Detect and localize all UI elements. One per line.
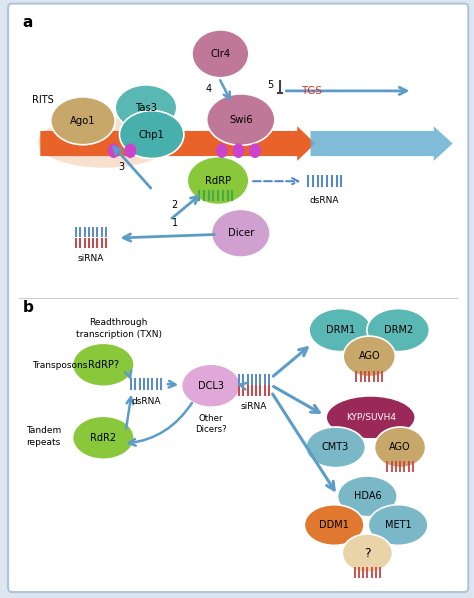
- Text: Tas3: Tas3: [135, 103, 157, 112]
- Circle shape: [217, 144, 227, 157]
- Ellipse shape: [367, 309, 429, 352]
- Ellipse shape: [207, 94, 275, 145]
- Text: Readthrough
transcription (TXN): Readthrough transcription (TXN): [75, 318, 162, 339]
- Text: Transposons: Transposons: [32, 361, 88, 371]
- Text: Tandem
repeats: Tandem repeats: [26, 426, 61, 447]
- FancyBboxPatch shape: [8, 4, 468, 592]
- Text: Clr4: Clr4: [210, 49, 230, 59]
- Circle shape: [233, 144, 244, 157]
- Ellipse shape: [182, 364, 240, 407]
- Ellipse shape: [343, 336, 395, 377]
- Ellipse shape: [211, 209, 270, 257]
- Text: RdRP?: RdRP?: [88, 360, 119, 370]
- Circle shape: [109, 144, 119, 157]
- Ellipse shape: [326, 396, 415, 439]
- Ellipse shape: [73, 416, 134, 459]
- Text: Ago1: Ago1: [70, 116, 96, 126]
- Text: TGS: TGS: [301, 86, 322, 96]
- Ellipse shape: [337, 476, 397, 517]
- Ellipse shape: [51, 97, 115, 145]
- Text: b: b: [23, 300, 34, 315]
- Text: 1: 1: [173, 218, 178, 228]
- Text: 2: 2: [172, 200, 178, 209]
- Text: 4: 4: [206, 84, 211, 93]
- Text: AGO: AGO: [389, 443, 411, 452]
- Text: CMT3: CMT3: [322, 443, 349, 452]
- Ellipse shape: [187, 157, 249, 205]
- Text: DCL3: DCL3: [198, 381, 224, 390]
- Text: RITS: RITS: [32, 96, 54, 105]
- Text: KYP/SUVH4: KYP/SUVH4: [346, 413, 396, 422]
- Circle shape: [125, 144, 136, 157]
- Text: RdRP: RdRP: [205, 176, 231, 185]
- Text: DDM1: DDM1: [319, 520, 349, 530]
- Text: Dicer: Dicer: [228, 228, 254, 238]
- Text: DRM2: DRM2: [383, 325, 413, 335]
- Ellipse shape: [304, 505, 364, 545]
- Ellipse shape: [306, 427, 365, 468]
- Ellipse shape: [73, 343, 134, 386]
- Ellipse shape: [192, 30, 249, 78]
- Circle shape: [250, 144, 260, 157]
- Ellipse shape: [368, 505, 428, 545]
- FancyArrow shape: [40, 126, 315, 161]
- Ellipse shape: [342, 534, 392, 572]
- FancyArrow shape: [310, 126, 453, 161]
- Text: dsRNA: dsRNA: [131, 397, 161, 406]
- Ellipse shape: [115, 85, 177, 130]
- Ellipse shape: [374, 427, 426, 468]
- Text: Chp1: Chp1: [139, 130, 164, 139]
- Text: HDA6: HDA6: [354, 492, 381, 501]
- Text: DRM1: DRM1: [326, 325, 355, 335]
- Text: 3: 3: [118, 163, 124, 172]
- Text: RdR2: RdR2: [90, 433, 117, 443]
- Text: a: a: [23, 15, 33, 30]
- Ellipse shape: [119, 111, 184, 158]
- Text: dsRNA: dsRNA: [310, 196, 339, 205]
- Ellipse shape: [38, 117, 171, 168]
- Text: ?: ?: [364, 547, 371, 560]
- Text: 5: 5: [267, 80, 273, 90]
- Text: Other
Dicers?: Other Dicers?: [195, 414, 227, 434]
- Text: Swi6: Swi6: [229, 115, 253, 124]
- Ellipse shape: [309, 309, 372, 352]
- Text: MET1: MET1: [385, 520, 411, 530]
- Text: siRNA: siRNA: [78, 254, 104, 263]
- Text: AGO: AGO: [358, 352, 380, 361]
- Text: siRNA: siRNA: [241, 402, 267, 411]
